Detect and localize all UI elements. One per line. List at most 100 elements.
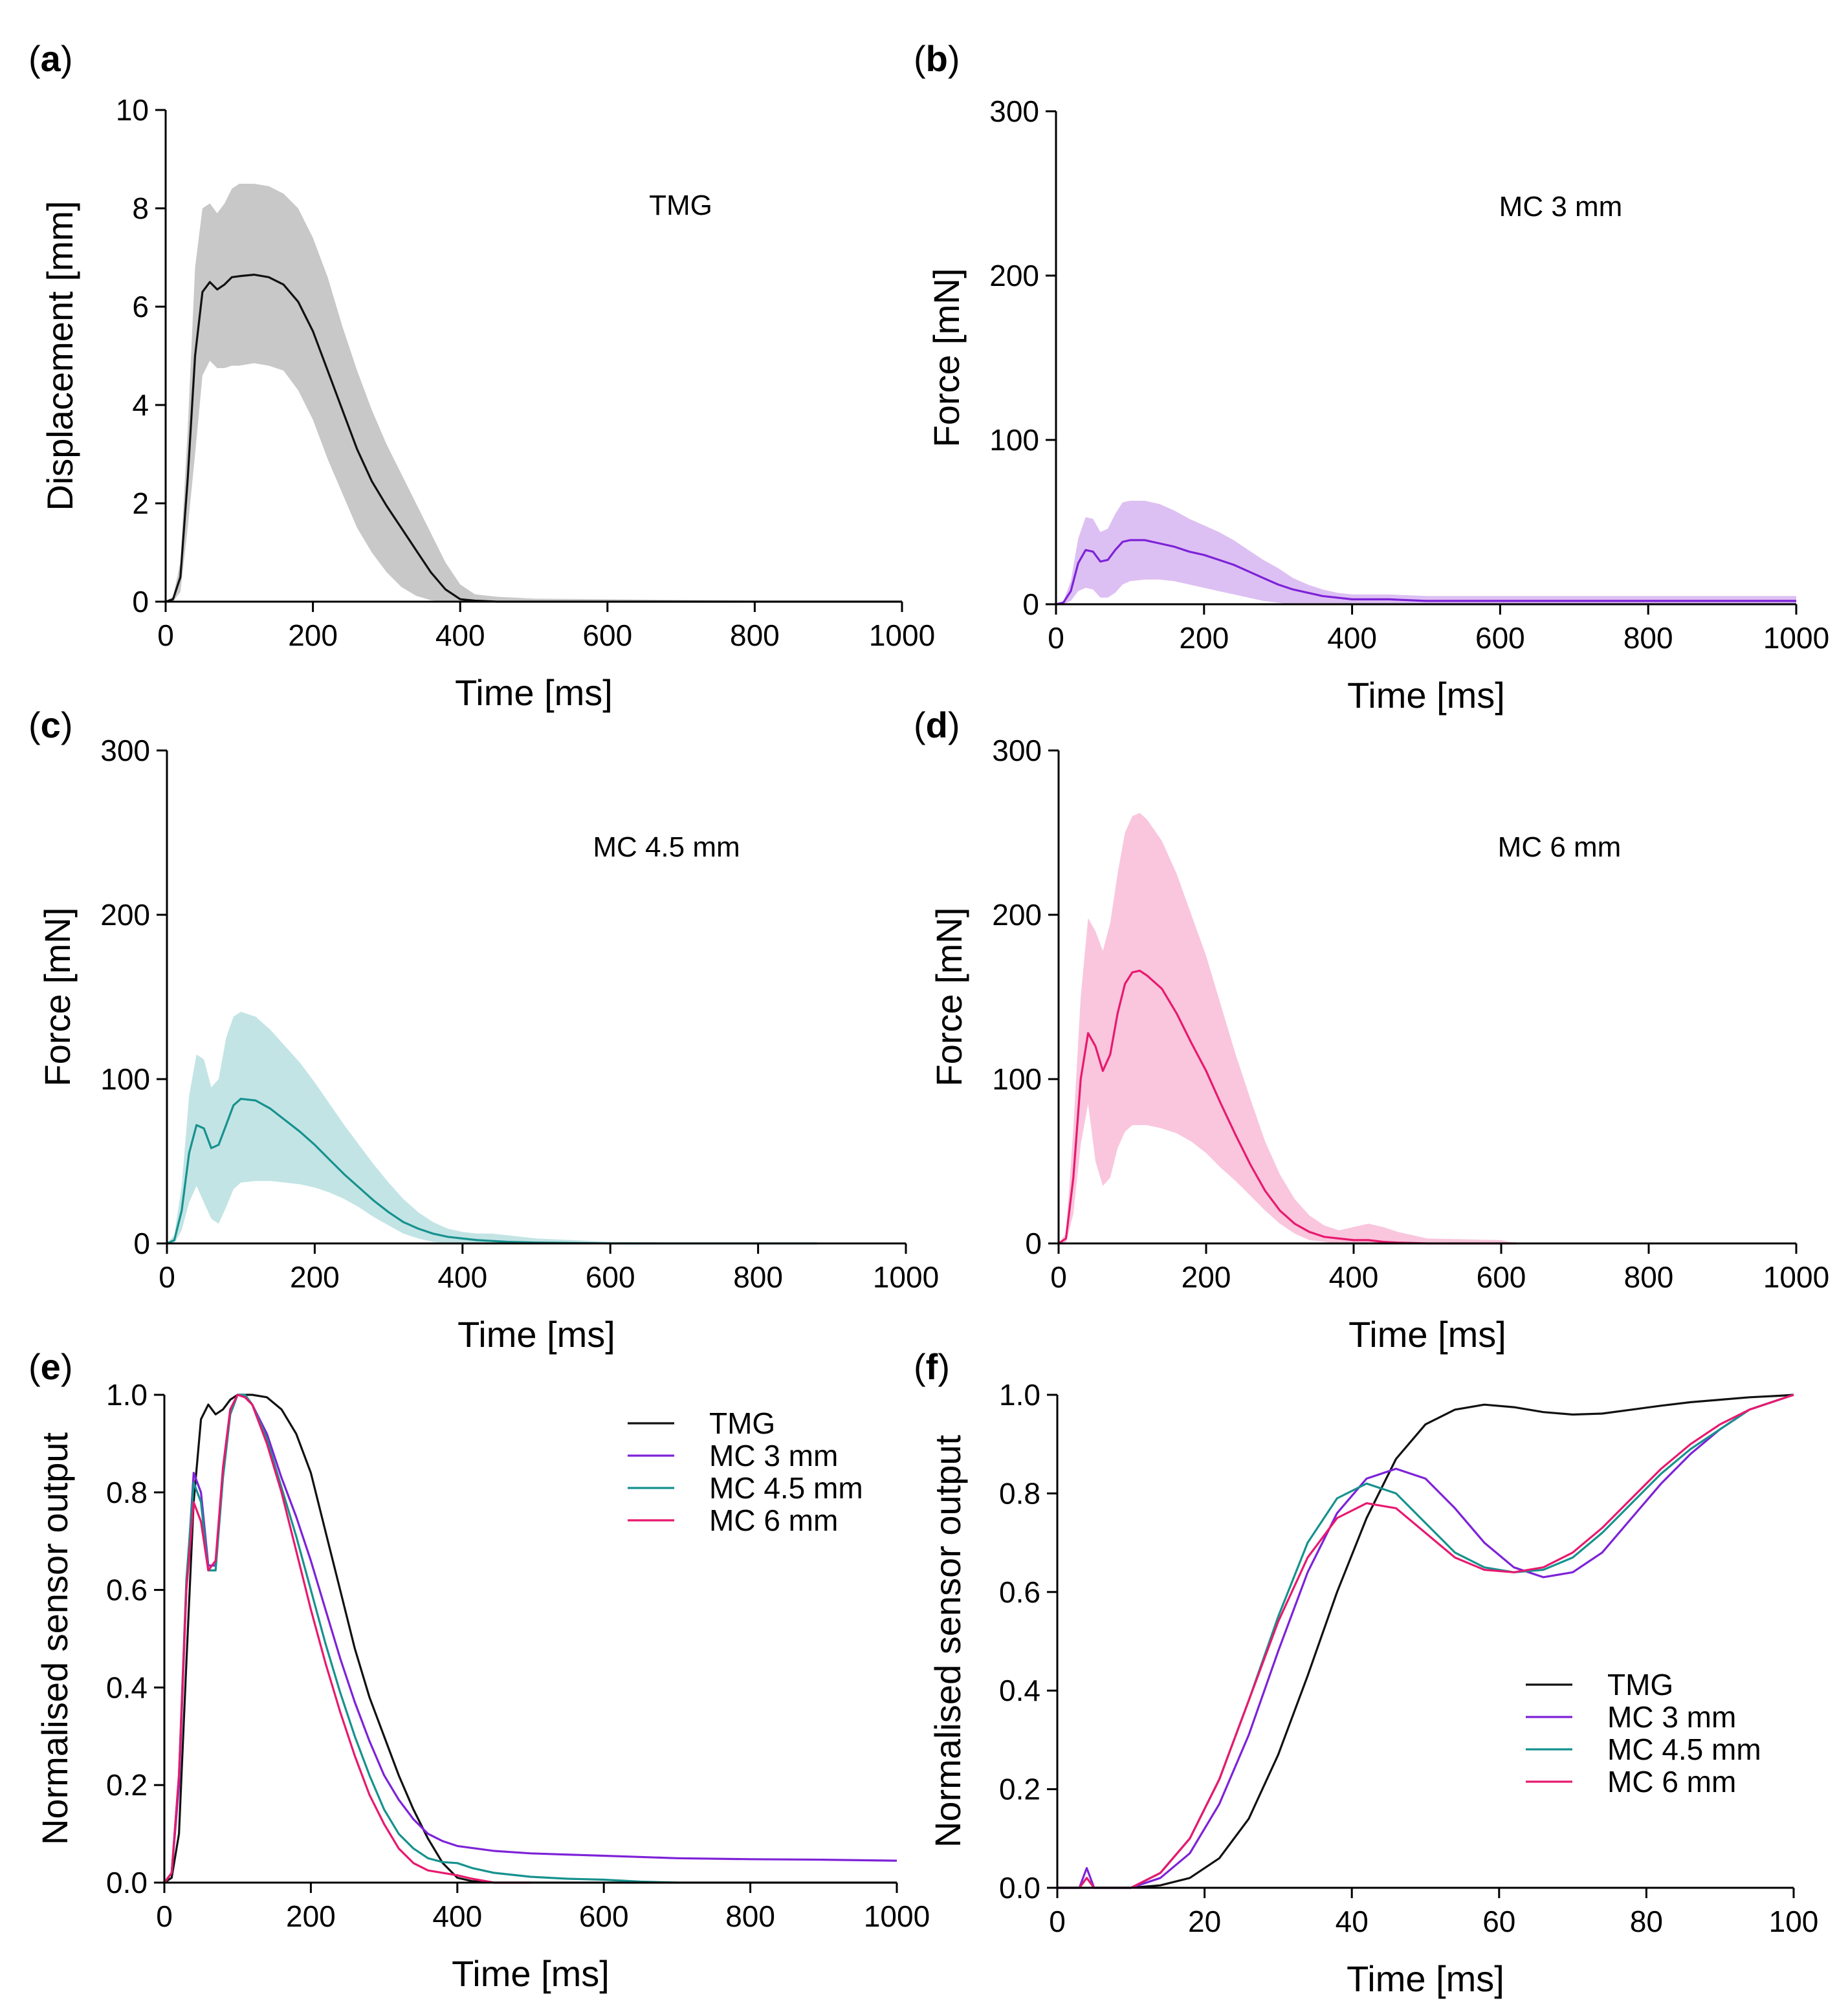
sd-band bbox=[1059, 813, 1516, 1243]
legend-label: MC 6 mm bbox=[709, 1504, 838, 1537]
series-line-mc-6-mm bbox=[1057, 1394, 1794, 1889]
y-tick-label: 300 bbox=[989, 94, 1039, 128]
x-tick-label: 600 bbox=[582, 618, 632, 652]
series-line-tmg bbox=[1057, 1394, 1794, 1889]
x-tick-label: 200 bbox=[1182, 1260, 1231, 1294]
series-line-mc-6-mm bbox=[1058, 969, 1516, 1245]
x-tick-label: 0 bbox=[1050, 1260, 1067, 1294]
x-tick-label: 800 bbox=[730, 618, 780, 652]
x-tick-label: 600 bbox=[586, 1260, 635, 1294]
panel-d: 0 200 400 600 800 1000 0 100 200 300 Time [ms] Forc… bbox=[914, 705, 1829, 1355]
panel-letter: (e) bbox=[28, 1346, 72, 1387]
x-tick-label: 40 bbox=[1336, 1905, 1369, 1938]
x-axis-label: Time [ms] bbox=[457, 1314, 615, 1355]
y-tick-label: 300 bbox=[100, 734, 150, 767]
x-tick-label: 400 bbox=[435, 618, 485, 652]
x-tick-label: 200 bbox=[288, 618, 338, 652]
x-tick-label: 1000 bbox=[1763, 1260, 1829, 1294]
y-tick-label: 0 bbox=[132, 585, 149, 618]
x-tick-label: 800 bbox=[733, 1260, 783, 1294]
y-tick-label: 200 bbox=[989, 259, 1039, 292]
panel-letter: (b) bbox=[914, 38, 960, 79]
y-tick-label: 200 bbox=[992, 898, 1042, 932]
x-tick-label: 400 bbox=[1327, 621, 1377, 655]
y-tick-label: 1.0 bbox=[106, 1378, 148, 1412]
legend-label: TMG bbox=[1607, 1668, 1673, 1701]
y-tick-label: 1.0 bbox=[999, 1378, 1040, 1412]
y-tick-label: 0.8 bbox=[999, 1476, 1040, 1510]
x-tick-label: 0 bbox=[156, 1899, 173, 1933]
panel-e: 0 200 400 600 800 1000 0.0 0.2 0.4 0.6 0.8 1.0 Time … bbox=[28, 1346, 930, 1994]
x-tick-label: 1000 bbox=[869, 618, 935, 652]
x-axis-label: Time [ms] bbox=[1348, 1314, 1506, 1355]
x-tick-label: 20 bbox=[1188, 1905, 1221, 1938]
x-tick-label: 600 bbox=[1477, 1260, 1526, 1294]
x-tick-label: 1000 bbox=[873, 1260, 939, 1294]
sd-band bbox=[1056, 501, 1796, 604]
y-tick-label: 0.2 bbox=[999, 1773, 1040, 1806]
series-line-mc-4-5-mm bbox=[166, 1097, 817, 1245]
sd-band bbox=[166, 184, 902, 602]
x-tick-label: 200 bbox=[1179, 621, 1229, 655]
y-tick-label: 200 bbox=[100, 898, 150, 932]
y-axis-label: Normalised sensor output bbox=[34, 1432, 75, 1846]
y-tick-label: 2 bbox=[132, 487, 149, 520]
series-line-tmg bbox=[164, 1394, 897, 1884]
series-line-mc-6-mm bbox=[163, 1394, 531, 1884]
legend-label: MC 4.5 mm bbox=[1607, 1733, 1761, 1766]
panel-inner-label: TMG bbox=[649, 190, 712, 221]
y-tick-label: 100 bbox=[992, 1062, 1042, 1096]
x-axis-label: Time [ms] bbox=[1347, 1958, 1504, 1999]
y-axis-label: Displacement [mm] bbox=[39, 201, 80, 510]
y-axis-label: Force [mN] bbox=[929, 908, 969, 1087]
series-line-mc-4-5-mm bbox=[163, 1394, 677, 1884]
panel-inner-label: MC 4.5 mm bbox=[593, 831, 740, 863]
x-tick-label: 800 bbox=[1623, 621, 1673, 655]
x-tick-label: 0 bbox=[159, 1260, 175, 1294]
panel-c: 0 200 400 600 800 1000 0 100 200 300 Time [ms] Forc… bbox=[28, 705, 939, 1355]
x-axis-label: Time [ms] bbox=[452, 1953, 610, 1994]
y-tick-label: 0.4 bbox=[106, 1670, 148, 1704]
x-tick-label: 0 bbox=[157, 618, 174, 652]
y-tick-label: 0 bbox=[133, 1227, 150, 1260]
series-line-mc-3-mm bbox=[1055, 539, 1796, 606]
x-tick-label: 400 bbox=[437, 1260, 487, 1294]
y-axis-label: Force [mN] bbox=[926, 268, 967, 448]
panel-letter: (a) bbox=[28, 38, 72, 79]
panel-b: 0 200 400 600 800 1000 0 100 200 300 Time [ms] Forc… bbox=[914, 38, 1829, 716]
x-tick-label: 100 bbox=[1769, 1905, 1819, 1938]
x-tick-label: 400 bbox=[432, 1899, 482, 1933]
y-tick-label: 0.0 bbox=[999, 1871, 1040, 1905]
series-line-mc-4-5-mm bbox=[1057, 1394, 1794, 1889]
x-tick-label: 800 bbox=[1624, 1260, 1674, 1294]
y-tick-label: 10 bbox=[116, 93, 149, 127]
x-tick-label: 1000 bbox=[864, 1899, 930, 1933]
x-tick-label: 400 bbox=[1329, 1260, 1379, 1294]
x-tick-label: 0 bbox=[1049, 1905, 1066, 1938]
y-tick-label: 0.6 bbox=[999, 1575, 1040, 1609]
panel-f: 0 20 40 60 80 100 0.0 0.2 0.4 0.6 0.8 1.0 Time [ms] N… bbox=[914, 1346, 1818, 1999]
panel-inner-label: MC 3 mm bbox=[1499, 191, 1623, 223]
y-tick-label: 100 bbox=[989, 423, 1039, 457]
y-tick-label: 0 bbox=[1025, 1227, 1042, 1260]
x-tick-label: 800 bbox=[725, 1899, 775, 1933]
x-tick-label: 600 bbox=[579, 1899, 629, 1933]
panel-a: 0 200 400 600 800 1000 0 2 4 6 8 10 Time [ms] Displac… bbox=[28, 38, 935, 713]
y-tick-label: 0.4 bbox=[999, 1674, 1040, 1707]
x-tick-label: 600 bbox=[1475, 621, 1525, 655]
y-tick-label: 300 bbox=[992, 734, 1042, 767]
panel-letter: (c) bbox=[28, 705, 72, 745]
legend-label: MC 3 mm bbox=[1607, 1700, 1736, 1734]
legend-label: MC 3 mm bbox=[709, 1439, 838, 1472]
y-tick-label: 0 bbox=[1022, 587, 1039, 621]
x-tick-label: 1000 bbox=[1763, 621, 1829, 655]
y-tick-label: 0.2 bbox=[106, 1768, 148, 1802]
legend-label: MC 6 mm bbox=[1607, 1765, 1736, 1799]
legend-label: MC 4.5 mm bbox=[709, 1471, 863, 1505]
x-axis-label: Time [ms] bbox=[455, 672, 613, 713]
x-tick-label: 200 bbox=[290, 1260, 340, 1294]
x-tick-label: 60 bbox=[1482, 1905, 1515, 1938]
y-axis-label: Normalised sensor output bbox=[927, 1435, 968, 1848]
